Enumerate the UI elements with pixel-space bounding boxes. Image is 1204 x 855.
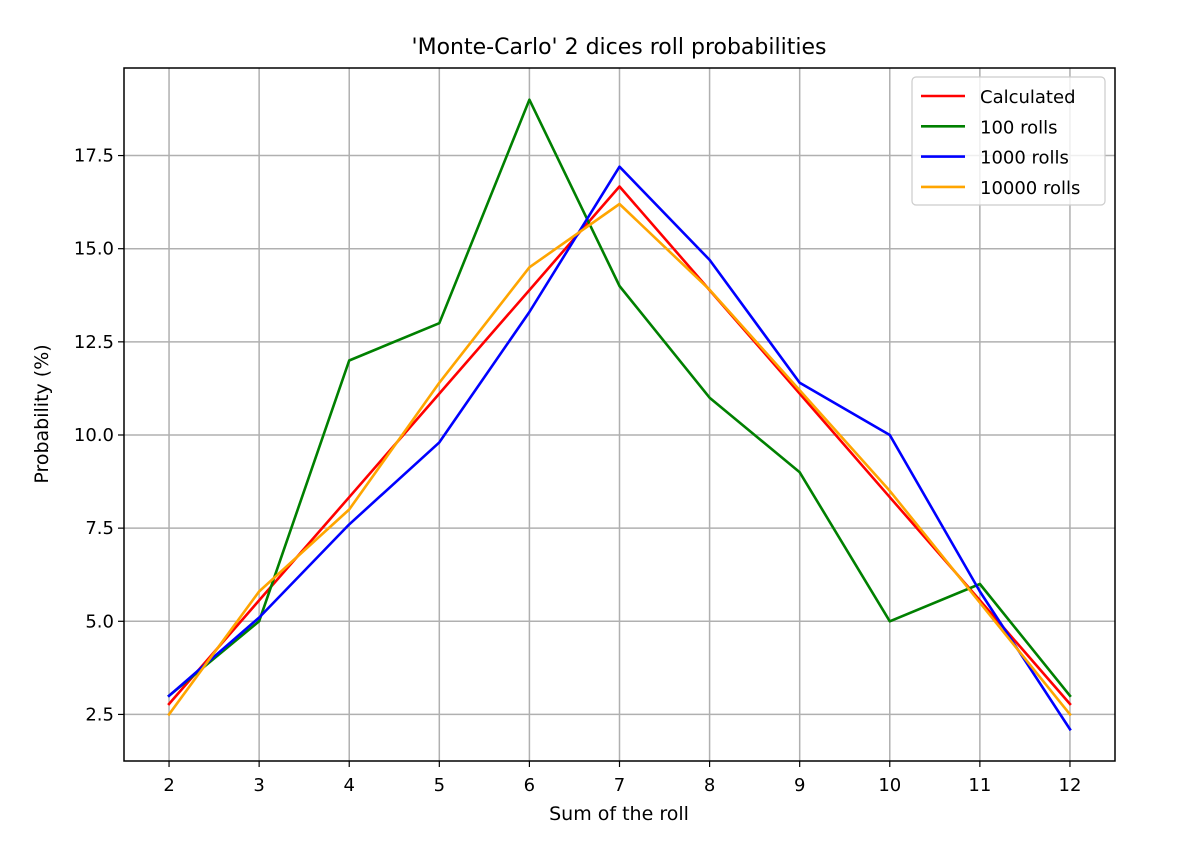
x-tick-label: 10 (878, 775, 901, 796)
x-tick-label: 2 (163, 775, 174, 796)
y-tick-label: 7.5 (85, 518, 114, 539)
x-tick-label: 7 (614, 775, 625, 796)
y-tick-label: 2.5 (85, 704, 114, 725)
chart-title: 'Monte-Carlo' 2 dices roll probabilities (412, 35, 827, 60)
legend-label: 10000 rolls (980, 178, 1080, 199)
series-line-2 (167, 98, 1072, 698)
y-tick-label: 17.5 (74, 146, 114, 167)
series-line-4 (167, 202, 1072, 717)
x-tick-label: 5 (434, 775, 445, 796)
legend-box (911, 76, 1106, 206)
x-tick-label: 6 (524, 775, 535, 796)
y-tick-label: 15.0 (74, 239, 114, 260)
x-tick-label: 4 (344, 775, 355, 796)
plot-area (167, 98, 1072, 732)
x-tick-label: 9 (794, 775, 805, 796)
y-tick-label: 12.5 (74, 332, 114, 353)
x-tick-label: 3 (253, 775, 264, 796)
y-tick-label: 5.0 (85, 611, 114, 632)
legend-label: 1000 rolls (980, 148, 1069, 169)
legend: Calculated 100 rolls 1000 rolls 10000 rolls (911, 76, 1106, 206)
x-axis-label: Sum of the roll (549, 803, 689, 825)
series-line-3 (167, 165, 1072, 732)
y-axis-label: Probability (%) (31, 344, 53, 483)
x-axis: 2 3 4 5 6 7 8 9 10 11 12 (163, 761, 1081, 796)
legend-label: 100 rolls (980, 117, 1057, 138)
series-line-1 (167, 185, 1072, 706)
y-axis: 2.5 5.0 7.5 10.0 12.5 15.0 17.5 (74, 146, 124, 725)
x-tick-label: 8 (704, 775, 715, 796)
legend-label: Calculated (980, 87, 1076, 108)
y-tick-label: 10.0 (74, 425, 114, 446)
x-tick-label: 12 (1059, 775, 1082, 796)
x-tick-label: 11 (968, 775, 991, 796)
